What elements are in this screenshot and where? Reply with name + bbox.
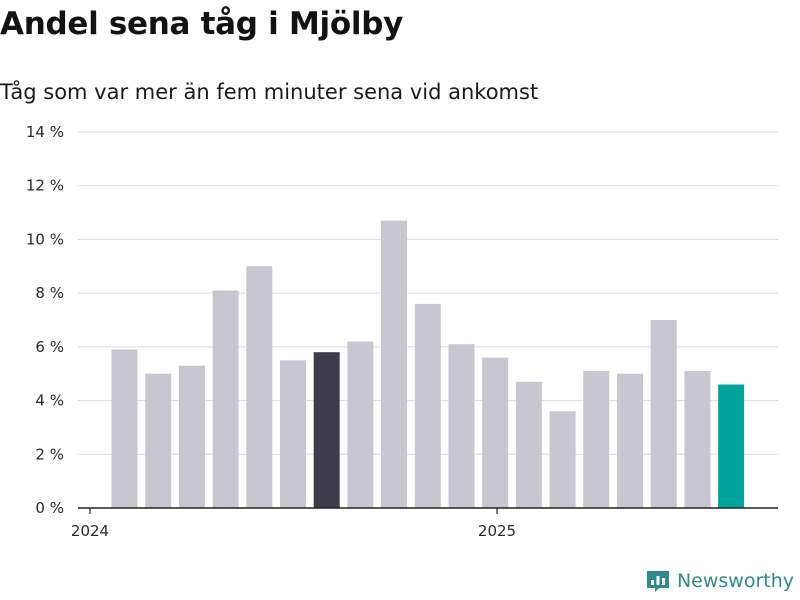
x-tick-label: 2024 — [71, 522, 109, 540]
newsworthy-logo-icon — [646, 571, 669, 592]
bars — [111, 220, 745, 508]
bar-2025-01 — [515, 381, 542, 508]
x-axis-ticks: 2024 2025 — [71, 508, 516, 540]
bar-2024-05 — [246, 266, 273, 508]
brand-footer: Newsworthy — [645, 568, 794, 594]
bar-2024-06 — [280, 360, 306, 508]
chart-title: Andel sena tåg i Mjölby — [0, 6, 403, 42]
bar-2025-07 — [718, 384, 745, 508]
x-tick-label: 2025 — [478, 522, 516, 540]
y-tick-label: 2 % — [35, 445, 64, 463]
bar-2025-05 — [650, 320, 677, 508]
bar-2024-02 — [145, 373, 172, 508]
y-tick-label: 6 % — [35, 338, 64, 356]
bar-2025-02 — [549, 411, 576, 508]
bar-2024-10 — [414, 303, 441, 508]
bar-2024-09 — [381, 220, 408, 508]
bar-2025-06 — [684, 371, 711, 508]
y-tick-label: 12 % — [26, 177, 64, 195]
bar-2024-07 — [313, 352, 340, 508]
y-tick-label: 10 % — [26, 230, 64, 248]
bar-2024-12 — [482, 357, 509, 508]
y-tick-label: 0 % — [35, 499, 64, 517]
bar-2024-01 — [111, 349, 138, 508]
brand-name: Newsworthy — [676, 570, 794, 592]
bar-2024-03 — [178, 365, 205, 508]
y-axis-ticks: 0 % 2 % 4 % 6 % 8 % 10 % 12 % 14 % — [26, 123, 64, 517]
y-tick-label: 4 % — [35, 392, 64, 410]
bar-2025-03 — [583, 371, 610, 508]
chart-subtitle: Tåg som var mer än fem minuter sena vid … — [0, 80, 539, 104]
bar-2024-04 — [212, 290, 239, 508]
bar-2024-11 — [448, 344, 475, 508]
bar-2025-04 — [617, 373, 643, 508]
y-tick-label: 8 % — [35, 284, 64, 302]
y-tick-label: 14 % — [26, 123, 64, 141]
bar-2024-08 — [347, 341, 374, 508]
